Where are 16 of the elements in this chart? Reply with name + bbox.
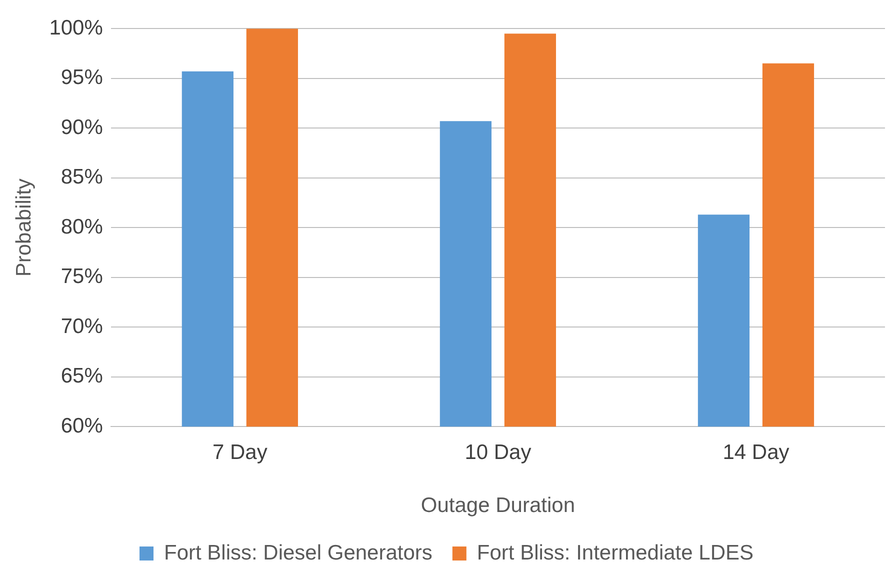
- y-tick-label: 75%: [60, 265, 103, 288]
- y-axis-title: Probability: [12, 178, 36, 277]
- legend-label: Fort Bliss: Intermediate LDES: [476, 541, 754, 564]
- y-tick-label: 70%: [60, 314, 103, 338]
- y-tick-label: 90%: [60, 116, 103, 139]
- x-tick-label: 10 Day: [464, 440, 532, 464]
- y-tick-label: 80%: [60, 215, 103, 238]
- y-tick-label: 85%: [60, 166, 103, 189]
- legend-label: Fort Bliss: Diesel Generators: [164, 541, 432, 564]
- x-tick-label: 14 Day: [722, 440, 790, 464]
- x-axis-title: Outage Duration: [420, 494, 576, 518]
- y-tick-label: 65%: [60, 364, 103, 388]
- y-tick-label: 100%: [49, 16, 103, 40]
- y-tick-label: 60%: [60, 414, 103, 438]
- y-tick-label: 95%: [60, 66, 103, 90]
- x-tick-label: 7 Day: [212, 440, 268, 464]
